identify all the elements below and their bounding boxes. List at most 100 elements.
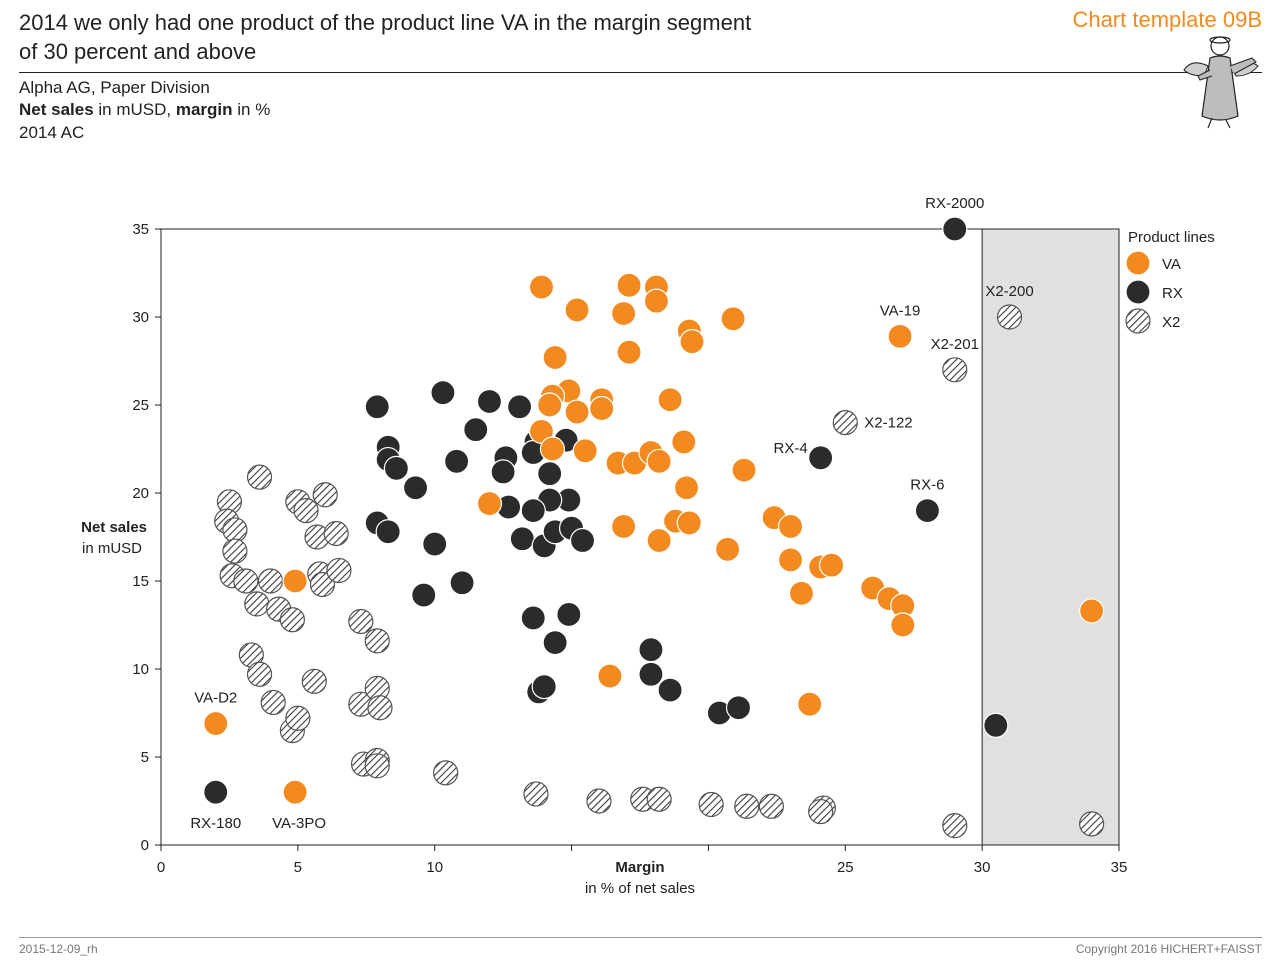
point-x2 (222, 538, 248, 564)
chart-title: 2014 we only had one product of the prod… (19, 8, 919, 66)
point-x2 (433, 760, 459, 786)
point-x2 (646, 786, 672, 812)
point-rx (411, 582, 437, 608)
point-rx (657, 677, 683, 703)
point-rx (542, 629, 568, 656)
measure-text-2: in % (232, 100, 271, 119)
point-va (657, 387, 683, 413)
point-x2 (942, 357, 968, 383)
title-line-2: of 30 percent and above (19, 39, 257, 64)
y-axis-title: Net sales (81, 519, 147, 536)
point-x2 (285, 705, 311, 731)
highlight-band (982, 229, 1119, 845)
point-va (714, 536, 741, 562)
point-rx (402, 475, 429, 501)
point-x2 (244, 591, 270, 617)
footer-copyright: Copyright 2016 HICHERT+FAISST (1075, 942, 1262, 956)
point-va (720, 306, 746, 332)
measure-text-1: in mUSD, (93, 100, 176, 119)
point-x2 (348, 608, 374, 635)
point-va (818, 552, 845, 578)
point-label: RX-2000 (925, 195, 984, 212)
point-x2 (246, 464, 273, 490)
point-x2 (832, 410, 858, 436)
point-x2 (222, 517, 248, 543)
scenario-label: 2014 AC (19, 123, 85, 142)
footer-date: 2015-12-09_rh (19, 942, 98, 956)
point-va (671, 429, 697, 455)
point-va (616, 272, 642, 298)
legend-label-rx: RX (1162, 285, 1183, 302)
point-va (539, 436, 566, 462)
point-va (1079, 598, 1105, 624)
point-x2 (942, 813, 968, 839)
company-name: Alpha AG, Paper Division (19, 78, 210, 97)
point-va (572, 438, 598, 464)
y-tick-label: 0 (141, 837, 149, 854)
y-axis-subtitle: in mUSD (82, 540, 142, 557)
point-va (564, 399, 590, 425)
point-x2 (260, 689, 286, 716)
point-x2 (246, 661, 273, 687)
measure-line: Net sales in mUSD, margin in % (19, 99, 270, 121)
point-rx (556, 601, 582, 628)
point-rx (506, 394, 533, 420)
point-x2 (293, 498, 319, 524)
point-va (528, 274, 555, 300)
footer-rule (19, 937, 1262, 938)
point-va (731, 457, 757, 483)
point-x2 (323, 520, 349, 547)
point-label: RX-180 (190, 815, 241, 832)
point-x2 (734, 793, 760, 819)
point-rx (375, 519, 401, 545)
point-rx (430, 380, 456, 406)
point-x2 (698, 791, 724, 818)
point-va (597, 663, 623, 689)
point-rx (490, 459, 516, 485)
header-rule (19, 72, 1262, 73)
point-x2 (326, 557, 352, 584)
point-x2 (1079, 811, 1105, 837)
point-rx (444, 448, 470, 474)
point-va (542, 344, 568, 371)
template-label: Chart template 09B (1072, 7, 1262, 32)
y-tick-label: 20 (132, 485, 149, 502)
legend-marker-x2 (1125, 308, 1151, 334)
title-line-1: 2014 we only had one product of the prod… (19, 10, 752, 35)
point-x2 (301, 668, 327, 694)
point-rx (383, 455, 409, 481)
point-va (203, 710, 229, 737)
point-rx (569, 527, 596, 554)
point-rx (203, 779, 229, 805)
angel-logo-icon (1183, 36, 1259, 129)
point-x2 (367, 695, 393, 721)
point-rx (983, 712, 1009, 738)
y-tick-label: 30 (132, 309, 149, 326)
point-label: X2-201 (931, 336, 979, 353)
point-rx (725, 695, 752, 721)
point-x2 (996, 304, 1023, 330)
y-tick-label: 10 (132, 661, 149, 678)
point-rx (520, 498, 546, 524)
point-x2 (364, 753, 390, 779)
measure-bold-1: Net sales (19, 100, 94, 119)
point-va (788, 580, 815, 606)
x-axis-subtitle: in % of net sales (585, 880, 695, 897)
point-va (676, 510, 702, 536)
point-rx (531, 673, 557, 700)
x-tick-label: 35 (1111, 859, 1128, 876)
point-rx (537, 461, 563, 487)
y-tick-label: 15 (132, 573, 149, 590)
x-tick-label: 25 (837, 859, 854, 876)
point-va (777, 513, 804, 540)
legend-marker-rx (1125, 279, 1151, 305)
point-va (890, 612, 916, 638)
point-x2 (758, 793, 784, 819)
point-label: RX-4 (774, 440, 808, 457)
point-va (616, 339, 642, 365)
x-tick-label: 10 (426, 859, 443, 876)
point-rx (509, 526, 535, 552)
point-x2 (364, 628, 390, 654)
point-va (476, 490, 503, 517)
